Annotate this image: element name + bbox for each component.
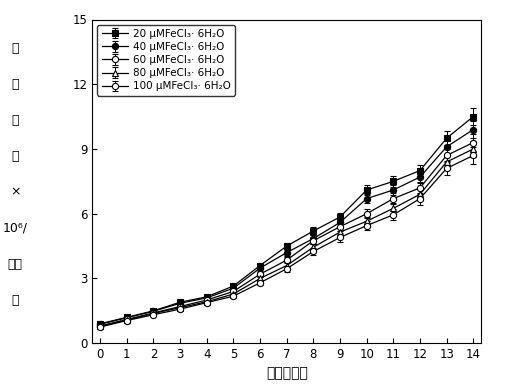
X-axis label: 时间（天）: 时间（天） (266, 367, 308, 381)
Text: ×: × (10, 186, 20, 199)
Text: 10⁶/: 10⁶/ (3, 222, 28, 235)
Text: 毫升: 毫升 (8, 257, 23, 271)
Text: 胞: 胞 (12, 78, 19, 91)
Legend: 20 μMFeCl₃· 6H₂O, 40 μMFeCl₃· 6H₂O, 60 μMFeCl₃· 6H₂O, 80 μMFeCl₃· 6H₂O, 100 μMFe: 20 μMFeCl₃· 6H₂O, 40 μMFeCl₃· 6H₂O, 60 μ… (97, 25, 235, 96)
Text: 细: 细 (12, 42, 19, 55)
Text: 数: 数 (12, 114, 19, 127)
Text: （: （ (12, 150, 19, 163)
Text: ）: ） (12, 294, 19, 307)
